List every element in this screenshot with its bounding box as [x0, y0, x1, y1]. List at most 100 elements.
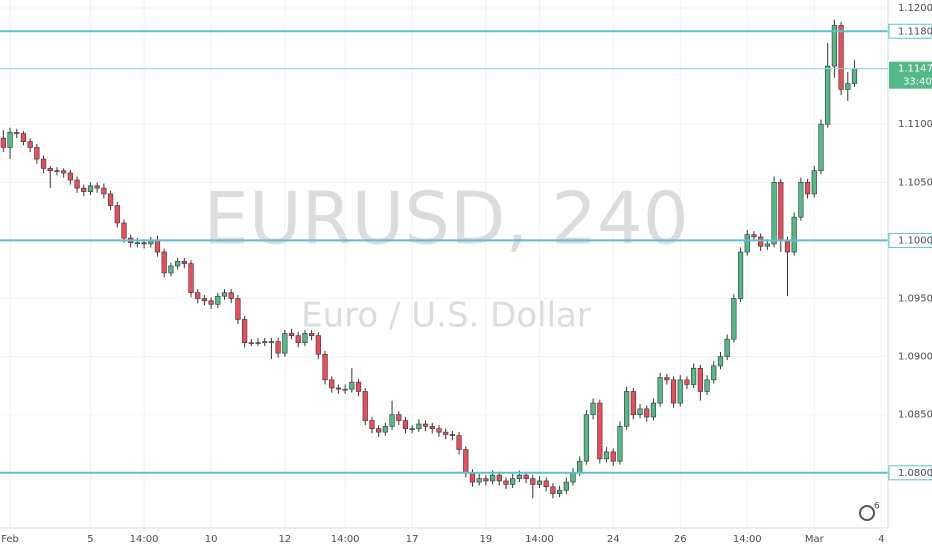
candle-body [510, 478, 516, 485]
x-tick-label: 4 [878, 534, 884, 545]
candle-body [825, 65, 831, 125]
candle-body [121, 222, 127, 239]
candle-body [61, 170, 67, 174]
candle-body [40, 158, 47, 169]
candle-body [7, 132, 13, 148]
candle-body [154, 240, 161, 253]
candle-body [737, 251, 744, 299]
candle-body [54, 170, 60, 172]
candle-body [717, 356, 724, 367]
candle-body [617, 426, 623, 462]
candle-body [402, 420, 409, 429]
candle-body [248, 342, 254, 344]
candle-body [845, 83, 851, 90]
candle-body [597, 402, 603, 460]
axes: 1.12000 1.11000 1.10500 1.09500 1.09000 1.085… [1, 3, 932, 545]
candle-body [764, 243, 770, 247]
last-price-box [889, 61, 932, 89]
x-tick-label: 10 [205, 534, 218, 545]
candle-body [684, 379, 690, 385]
candle-body [463, 449, 469, 474]
x-tick-label: 19 [480, 534, 493, 545]
candle-body [195, 292, 201, 299]
candle-body [315, 335, 321, 355]
candle-body [603, 451, 610, 460]
candle-body [396, 414, 402, 421]
candle-body [168, 265, 174, 274]
candle-body [181, 261, 187, 264]
candle-body [664, 377, 670, 381]
candle-body [610, 451, 616, 462]
x-tick-label: 26 [674, 534, 687, 545]
badge-icon[interactable] [859, 505, 875, 521]
candle-body [335, 387, 342, 390]
candle-body [784, 240, 791, 253]
candle-body [0, 137, 6, 148]
candle-body [94, 185, 100, 189]
candle-body [201, 298, 208, 302]
candle-body [114, 205, 120, 224]
candle-body [771, 182, 777, 245]
x-tick-label: 14:00 [130, 534, 159, 545]
y-tick-label: 1.12000 [898, 3, 932, 14]
candle-body [362, 391, 368, 421]
candle-body [543, 480, 549, 488]
candle-body [637, 408, 643, 416]
candle-body [342, 388, 348, 391]
candle-body [751, 234, 757, 238]
candle-body [429, 426, 435, 429]
candle-body [416, 423, 422, 429]
candle-body [436, 428, 442, 433]
candle-body [34, 147, 40, 160]
candle-body [811, 170, 817, 195]
candle-body [215, 295, 221, 305]
candle-body [302, 333, 308, 343]
candle-body [778, 182, 784, 241]
candle-body [483, 478, 489, 482]
candle-body [255, 342, 261, 344]
candle-body [476, 478, 482, 483]
candle-body [134, 242, 140, 245]
candle-body [221, 292, 228, 297]
candle-body [516, 474, 522, 479]
candle-body [322, 353, 328, 381]
candle-body [530, 478, 536, 485]
candle-body [630, 391, 636, 416]
candle-body [838, 25, 844, 90]
x-tick-label: Mar [805, 534, 825, 545]
x-tick-label: 14:00 [733, 534, 762, 545]
candle-body [691, 367, 697, 385]
candle-body [724, 338, 730, 357]
candle-body [282, 333, 288, 354]
x-tick-label: 12 [278, 534, 291, 545]
candle-body [14, 132, 20, 134]
plot [0, 19, 888, 499]
candle-body [791, 216, 797, 253]
candle-body [624, 391, 630, 427]
grid [0, 0, 888, 528]
candle-body [288, 333, 295, 336]
candle-body [583, 414, 590, 462]
level-label: 1.11800 [898, 26, 932, 37]
candle-body [355, 381, 362, 392]
candle-body [469, 472, 476, 483]
y-tick-label: 1.09000 [898, 352, 932, 363]
candle-body [268, 341, 275, 343]
candle-body [670, 379, 677, 404]
candle-body [20, 133, 27, 142]
candle-body [557, 489, 563, 495]
candle-body [382, 426, 388, 433]
candle-body [657, 377, 663, 404]
candle-body [577, 460, 583, 474]
candle-body [489, 474, 496, 482]
candle-body [443, 431, 449, 435]
candle-body [107, 193, 114, 206]
candle-body [409, 428, 415, 430]
candle-body [262, 341, 268, 343]
candle-body [563, 481, 569, 491]
x-tick-label: 14:00 [331, 534, 360, 545]
candle-body [67, 172, 73, 181]
watermark: EURUSD, 240 [203, 177, 688, 261]
candle-body [47, 168, 53, 171]
